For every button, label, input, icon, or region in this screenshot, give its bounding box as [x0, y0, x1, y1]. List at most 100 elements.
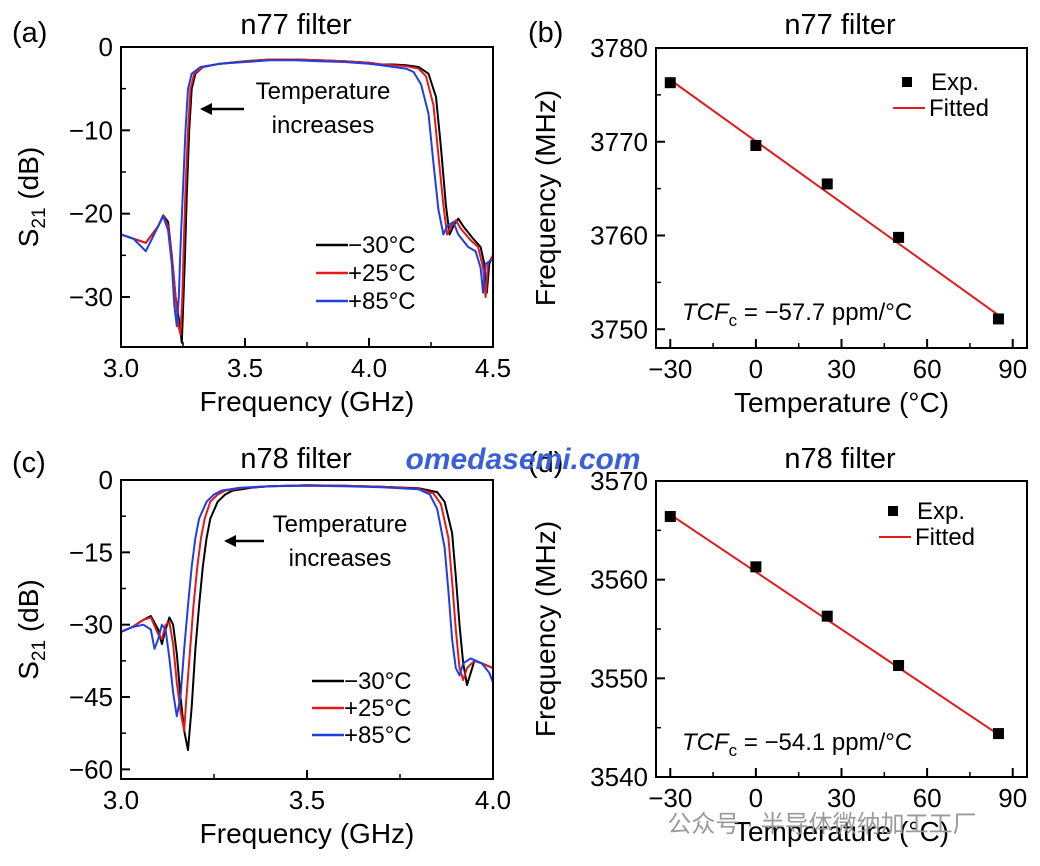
- y-tick-label: 3560: [590, 565, 648, 595]
- y-tick-label: 3750: [590, 314, 648, 344]
- legend-label-exp: Exp.: [931, 69, 979, 96]
- annotation-arrow-head: [224, 535, 236, 547]
- y-tick-label: 3760: [590, 221, 648, 251]
- data-point-3: [821, 178, 833, 190]
- fit-line: [669, 513, 1000, 736]
- y-axis-label-unit: (dB): [13, 579, 44, 640]
- x-axis-label: Temperature (°C): [734, 387, 949, 418]
- legend-label-1: −30°C: [344, 668, 412, 695]
- panel-label: (c): [12, 447, 46, 479]
- data-point-3: [821, 610, 833, 622]
- legend-label-fitted: Fitted: [915, 524, 975, 551]
- y-tick-label: −30: [69, 282, 113, 312]
- series-line-3: [121, 59, 493, 328]
- tcf-sub: c: [729, 741, 738, 760]
- x-tick-label: 3.5: [227, 353, 263, 383]
- data-point-4: [893, 660, 905, 672]
- x-tick-label: 0: [749, 354, 763, 384]
- plot-area: [664, 511, 1004, 740]
- tcf-main: TCF: [682, 729, 730, 756]
- annotation-arrow-head: [200, 103, 212, 115]
- x-axis-label: Temperature (°C): [734, 816, 949, 847]
- series-line-1: [121, 484, 493, 752]
- panel-d: (d) n78 filter −30 0 30 60 90 3540 3550 3560 3570 T…: [528, 443, 1028, 847]
- x-tick-label: 4.0: [475, 785, 511, 815]
- y-axis-label: Frequency (MHz): [530, 521, 561, 737]
- y-tick-label: −45: [69, 682, 113, 712]
- legend-label-2: +25°C: [344, 695, 412, 722]
- legend-label-2: +25°C: [348, 260, 416, 287]
- data-point-5: [992, 728, 1004, 740]
- panel-a: (a) n77 filter 3.0 3.5 4.0 4.5 0 −10 −20 −30 Frequ…: [12, 9, 511, 417]
- data-point-5: [992, 313, 1004, 325]
- series-line-3: [121, 484, 493, 718]
- tcf-annotation: TCFc = −57.7 ppm/°C: [682, 299, 912, 330]
- y-axis-label-sub: 21: [29, 640, 50, 661]
- legend-label-1: −30°C: [348, 232, 416, 259]
- x-tick-label: −30: [648, 783, 692, 813]
- y-tick-label: 3570: [590, 466, 648, 496]
- panel-c: (c) n78 filter 3.0 3.5 4.0 0 −15 −30 −45 −60 Frequ…: [12, 443, 511, 849]
- panel-label: (a): [12, 17, 47, 49]
- data-point-2: [750, 561, 762, 573]
- footer-watermark: 公众号 · 半导体微纳加工工厂: [667, 811, 976, 838]
- y-tick-label: −10: [69, 115, 113, 145]
- panel-title: n78 filter: [240, 443, 352, 475]
- y-tick-label: −60: [69, 754, 113, 784]
- series-line-2: [121, 484, 493, 732]
- y-tick-label: 3780: [590, 33, 648, 63]
- y-axis-label: S21 (dB): [13, 579, 50, 680]
- x-tick-label: 3.0: [103, 785, 139, 815]
- panel-label: (d): [528, 447, 563, 479]
- data-point-2: [750, 140, 762, 151]
- y-tick-label: 0: [99, 465, 113, 495]
- y-tick-label: −20: [69, 199, 113, 229]
- tcf-rest: = −54.1 ppm/°C: [737, 729, 912, 756]
- y-tick-label: 3540: [590, 762, 648, 792]
- plot-area: [121, 484, 493, 752]
- annotation-line2: increases: [272, 112, 375, 139]
- x-axis-label: Frequency (GHz): [200, 818, 415, 849]
- data-point-1: [664, 511, 676, 523]
- panel-title: n77 filter: [784, 9, 896, 41]
- x-tick-label: 4.0: [351, 353, 387, 383]
- tcf-rest: = −57.7 ppm/°C: [737, 299, 912, 326]
- legend-marker-exp: [888, 506, 898, 516]
- panel-label: (b): [528, 17, 563, 49]
- legend-label-exp: Exp.: [917, 498, 965, 525]
- x-tick-label: 60: [913, 783, 942, 813]
- annotation-line1: Temperature: [273, 511, 408, 538]
- x-tick-label: 30: [827, 354, 856, 384]
- y-tick-label: 3550: [590, 663, 648, 693]
- x-tick-label: 30: [827, 783, 856, 813]
- panel-b: (b) n77 filter −30 0 30 60 90 3750 3760 3770 3780 T…: [528, 9, 1028, 418]
- y-axis-label: Frequency (MHz): [530, 90, 561, 306]
- panel-title: n78 filter: [784, 443, 896, 475]
- legend-label-fitted: Fitted: [929, 95, 989, 122]
- watermark-text: omedasemi.com: [405, 443, 640, 476]
- x-tick-label: 90: [998, 783, 1027, 813]
- tcf-sub: c: [729, 311, 738, 330]
- annotation-line2: increases: [289, 545, 392, 572]
- y-tick-label: 0: [99, 32, 113, 62]
- legend-label-3: +85°C: [344, 722, 412, 749]
- x-tick-label: 90: [998, 354, 1027, 384]
- y-axis-label-main: S: [13, 661, 44, 680]
- plot-area: [121, 58, 493, 344]
- y-tick-label: 3770: [590, 127, 648, 157]
- tcf-annotation: TCFc = −54.1 ppm/°C: [682, 729, 912, 760]
- data-point-1: [664, 77, 676, 89]
- x-tick-label: 4.5: [475, 353, 511, 383]
- fit-line: [669, 79, 1000, 317]
- y-tick-label: −30: [69, 610, 113, 640]
- y-axis-label: S21 (dB): [13, 147, 50, 248]
- x-axis-label: Frequency (GHz): [200, 386, 415, 417]
- legend-marker-exp: [902, 77, 912, 87]
- y-axis-label-unit: (dB): [13, 147, 44, 208]
- plot-area: [664, 77, 1004, 325]
- x-tick-label: 60: [913, 354, 942, 384]
- tcf-main: TCF: [682, 299, 730, 326]
- legend-label-3: +85°C: [348, 288, 416, 315]
- y-tick-label: −15: [69, 537, 113, 567]
- x-tick-label: 3.5: [289, 785, 325, 815]
